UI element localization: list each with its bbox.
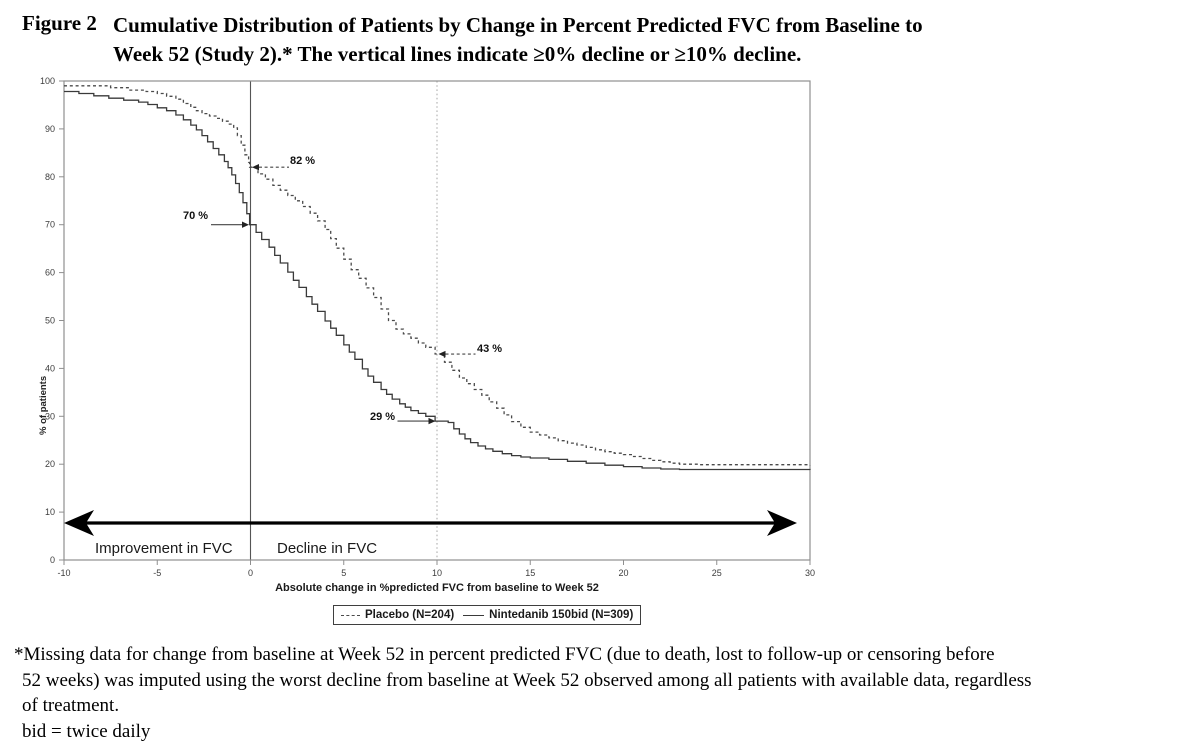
figure-title-line-1: Cumulative Distribution of Patients by C… <box>113 13 923 37</box>
chart-canvas: -10 -5 0 5 10 15 20 25 30 0 10 20 30 40 50 60 70 80 90 100 <box>40 76 815 578</box>
annotation-arrowhead <box>428 417 436 425</box>
y-tick-label: 10 <box>45 507 55 517</box>
x-tick-label: 5 <box>341 568 346 578</box>
annotation-arrowhead <box>438 350 446 358</box>
x-tick-label: 25 <box>712 568 722 578</box>
y-tick-label: 100 <box>40 76 55 86</box>
footnote-line-4: bid = twice daily <box>22 720 151 742</box>
y-tick-label: 30 <box>45 411 55 421</box>
footnote-line-2: 52 weeks) was imputed using the worst de… <box>22 669 1032 691</box>
x-tick-label: -5 <box>153 568 161 578</box>
figure-title-line-2: Week 52 (Study 2).* The vertical lines i… <box>113 42 802 66</box>
footnote-line-1: *Missing data for change from baseline a… <box>14 644 995 665</box>
footnote-line-3: of treatment. <box>22 695 120 716</box>
nintedanib-solid-line-swatch <box>463 614 485 616</box>
range-arrow-right-head <box>767 510 797 536</box>
y-tick-label: 40 <box>45 363 55 373</box>
x-axis-label: Absolute change in %predicted FVC from b… <box>275 582 599 594</box>
annotation-43-percent: 43 % <box>477 343 503 355</box>
x-tick-label: 30 <box>805 568 815 578</box>
y-tick-label: 70 <box>45 220 55 230</box>
annotation-82-percent: 82 % <box>290 155 316 167</box>
x-tick-label: 20 <box>618 568 628 578</box>
cumulative-distribution-chart: -10 -5 0 5 10 15 20 25 30 0 10 20 30 40 50 60 70 80 90 100 … <box>0 70 1197 642</box>
x-tick-label: -10 <box>57 568 70 578</box>
range-arrow-left-head <box>64 510 94 536</box>
y-tick-label: 20 <box>45 459 55 469</box>
legend-box: Placebo (N=204) Nintedanib 150bid (N=309… <box>333 605 642 625</box>
footnote-block: *Missing data for change from baseline a… <box>14 642 1032 744</box>
legend-nintedanib-label: Nintedanib 150bid (N=309) <box>489 609 634 621</box>
annotation-arrowhead <box>242 221 249 228</box>
annotation-29-percent: 29 % <box>370 411 396 423</box>
placebo-curve <box>64 85 811 466</box>
x-tick-label: 0 <box>248 568 253 578</box>
decline-region-label: Decline in FVC <box>277 540 378 557</box>
y-tick-label: 80 <box>45 172 55 182</box>
y-tick-label: 0 <box>50 555 55 565</box>
legend-placebo-label: Placebo (N=204) <box>365 609 455 621</box>
y-tick-label: 50 <box>45 316 55 326</box>
y-tick-label: 90 <box>45 124 55 134</box>
nintedanib-curve <box>64 90 811 471</box>
figure-number-label: Figure 2 <box>22 11 97 35</box>
y-axis-label: % of patients <box>38 375 49 435</box>
x-tick-label: 15 <box>525 568 535 578</box>
figure-title: Cumulative Distribution of Patients by C… <box>113 11 1123 69</box>
annotation-arrowhead <box>252 164 259 171</box>
y-tick-label: 60 <box>45 268 55 278</box>
x-tick-label: 10 <box>432 568 442 578</box>
annotation-70-percent: 70 % <box>183 210 209 222</box>
improvement-region-label: Improvement in FVC <box>95 540 233 557</box>
placebo-dashed-line-swatch <box>341 614 360 616</box>
